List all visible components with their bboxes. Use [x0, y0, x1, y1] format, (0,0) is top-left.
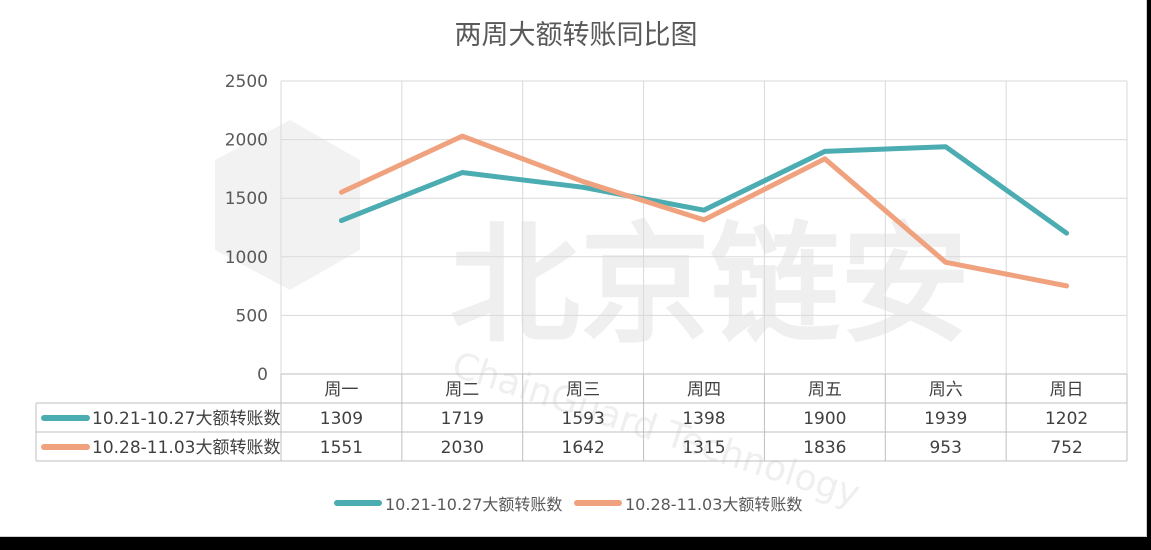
table-value-cell: 953	[929, 438, 961, 458]
table-value-cell: 1593	[562, 409, 605, 429]
y-axis-ticks: 0 500 1000 1500 2000 2500	[225, 72, 268, 385]
table-series-name: 10.28-11.03大额转账数	[92, 438, 280, 458]
x-category-label: 周日	[1050, 380, 1084, 400]
y-tick-label: 2000	[225, 131, 268, 151]
table-value-cell: 1642	[562, 438, 605, 458]
table-value-cell: 1202	[1045, 409, 1088, 429]
table-value-cell: 1309	[320, 409, 363, 429]
table-value-cell: 1719	[441, 409, 484, 429]
table-value-cell: 752	[1050, 438, 1082, 458]
y-tick-label: 0	[257, 365, 268, 385]
table-value-cell: 2030	[441, 438, 484, 458]
x-category-label: 周一	[324, 380, 358, 400]
table-value-cell: 1315	[682, 438, 725, 458]
watermark-hexagon	[215, 120, 360, 290]
table-series-name: 10.21-10.27大额转账数	[92, 409, 280, 429]
x-category-label: 周三	[566, 380, 600, 400]
watermark-subtext: ChainGuard Technology	[447, 345, 865, 516]
x-category-label: 周四	[687, 380, 721, 400]
table-value-cell: 1398	[682, 409, 725, 429]
y-tick-label: 500	[236, 306, 268, 326]
data-table: 周一 周二 周三 周四 周五 周六 周日 10.21-10.27大额转账数 1309 1719 15…	[35, 373, 1128, 462]
y-tick-label: 1000	[225, 248, 268, 268]
table-value-cell: 1900	[803, 409, 846, 429]
x-category-label: 周六	[929, 380, 963, 400]
table-value-cell: 1939	[924, 409, 967, 429]
chart-card: 北京链安 ChainGuard Technology 两周大额转账同比图 0 50…	[0, 0, 1147, 537]
series-lines	[338, 133, 1070, 289]
x-category-label: 周五	[808, 380, 842, 400]
grid	[280, 80, 1128, 375]
chart-title: 两周大额转账同比图	[455, 20, 698, 51]
x-category-label: 周二	[445, 380, 479, 400]
table-value-cell: 1836	[803, 438, 846, 458]
table-value-cell: 1551	[320, 438, 363, 458]
watermark-text: 北京链安	[450, 209, 970, 361]
y-tick-label: 2500	[225, 72, 268, 92]
line-chart: 北京链安 ChainGuard Technology 两周大额转账同比图 0 50…	[35, 20, 1128, 516]
y-tick-label: 1500	[225, 189, 268, 209]
legend-label: 10.21-10.27大额转账数	[385, 495, 562, 514]
legend-label: 10.28-11.03大额转账数	[625, 495, 802, 514]
legend: 10.21-10.27大额转账数 10.28-11.03大额转账数	[334, 495, 802, 514]
